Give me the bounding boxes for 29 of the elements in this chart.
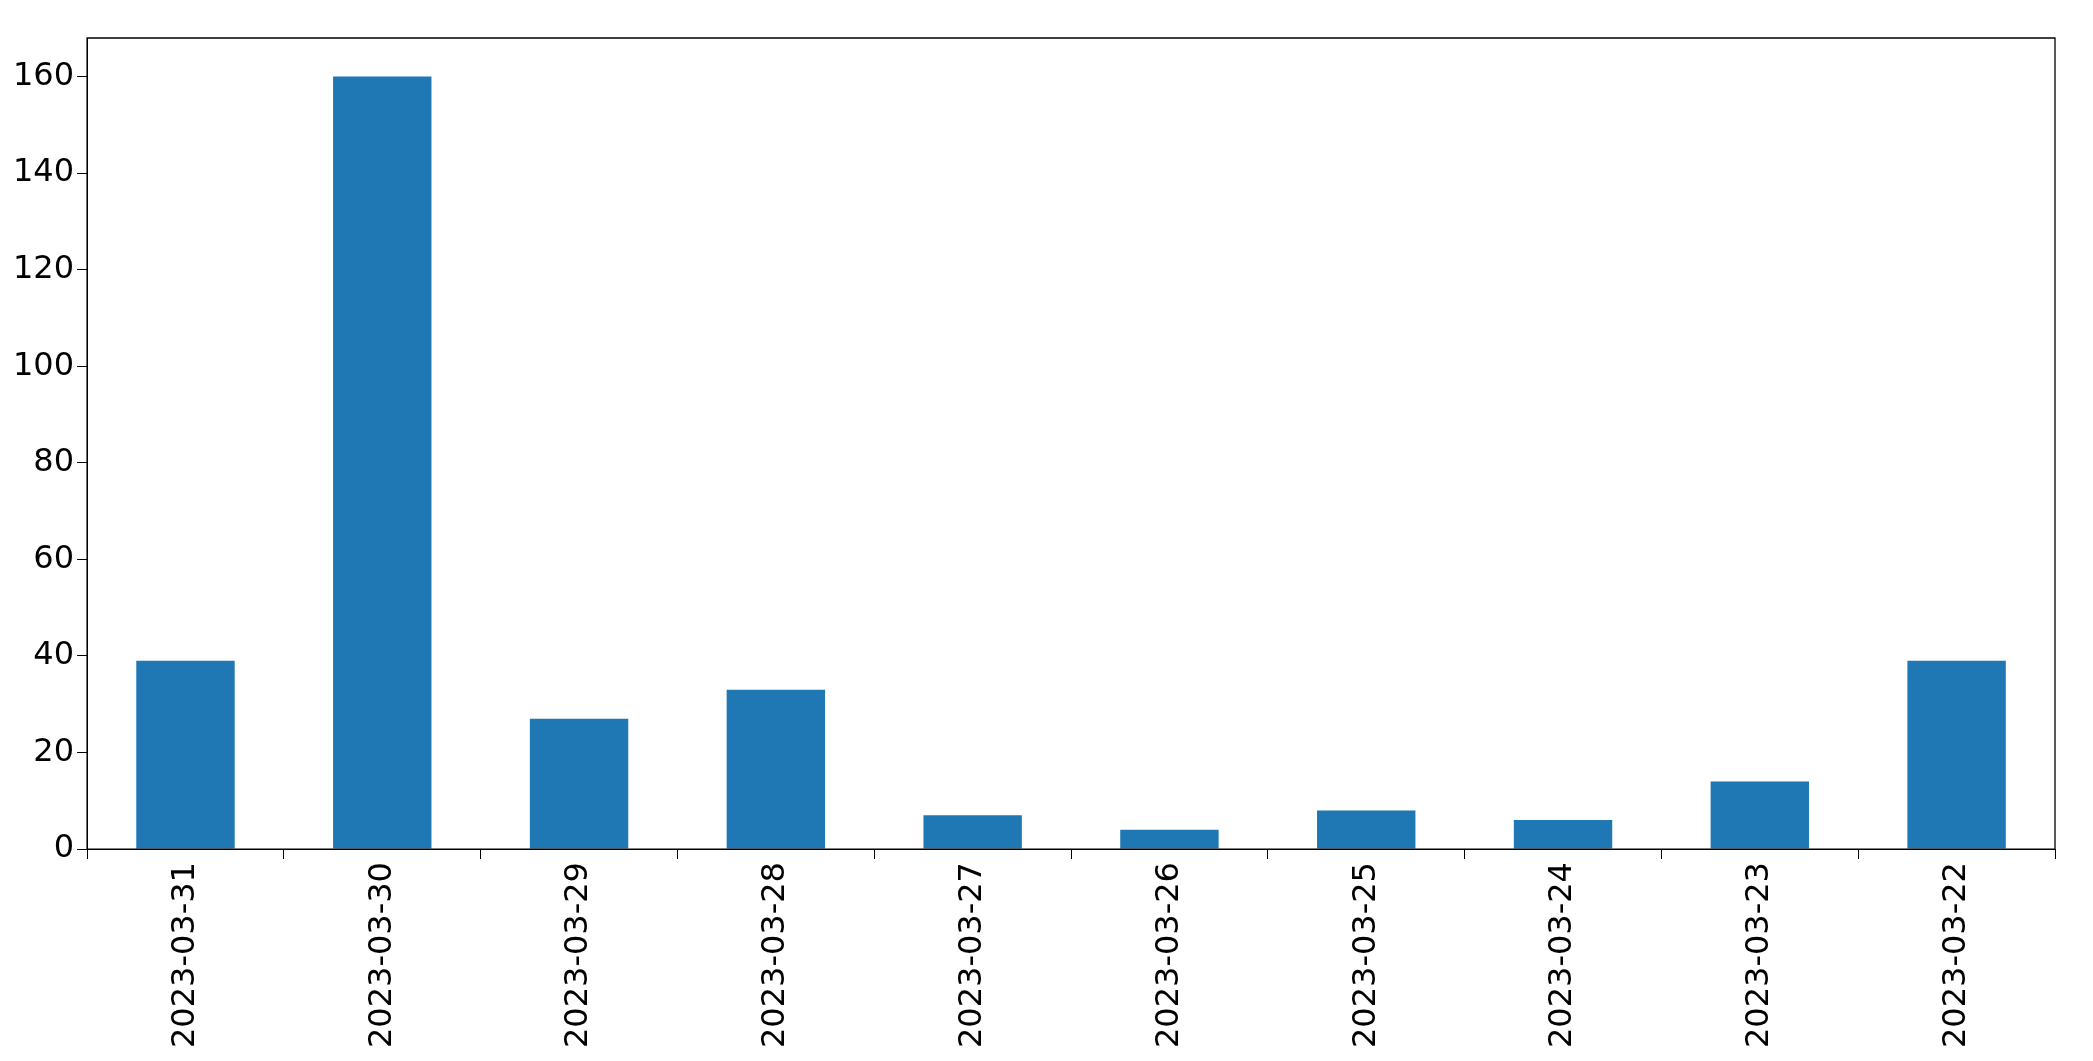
x-tick-label: 2023-03-25 bbox=[1344, 862, 1383, 1048]
bar bbox=[333, 76, 432, 849]
y-tick-label: 40 bbox=[33, 634, 75, 673]
bar bbox=[1120, 829, 1219, 849]
bar bbox=[726, 689, 826, 849]
bar bbox=[923, 815, 1022, 849]
bar bbox=[136, 660, 235, 849]
y-tick-label: 20 bbox=[33, 730, 75, 769]
x-tick-label: 2023-03-26 bbox=[1147, 862, 1186, 1048]
bar bbox=[1317, 810, 1416, 849]
bar bbox=[1710, 781, 1810, 849]
bar bbox=[1513, 820, 1613, 849]
bar bbox=[529, 718, 629, 849]
x-tick-label: 2023-03-27 bbox=[950, 862, 989, 1048]
y-tick-label: 60 bbox=[33, 537, 75, 576]
bar bbox=[1907, 660, 2006, 849]
y-tick-label: 100 bbox=[13, 344, 75, 383]
x-tick-label: 2023-03-31 bbox=[163, 862, 202, 1048]
x-tick-label: 2023-03-29 bbox=[557, 862, 596, 1048]
y-tick-label: 120 bbox=[13, 248, 75, 287]
x-tick-label: 2023-03-24 bbox=[1541, 862, 1580, 1048]
y-tick-label: 0 bbox=[53, 827, 75, 866]
x-tick-label: 2023-03-30 bbox=[360, 862, 399, 1048]
x-tick-label: 2023-03-23 bbox=[1738, 862, 1777, 1048]
x-tick-label: 2023-03-28 bbox=[754, 862, 793, 1048]
x-tick-label: 2023-03-22 bbox=[1934, 862, 1973, 1048]
y-tick-label: 80 bbox=[33, 441, 75, 480]
y-tick-label: 160 bbox=[13, 54, 75, 93]
y-tick-label: 140 bbox=[13, 151, 75, 190]
